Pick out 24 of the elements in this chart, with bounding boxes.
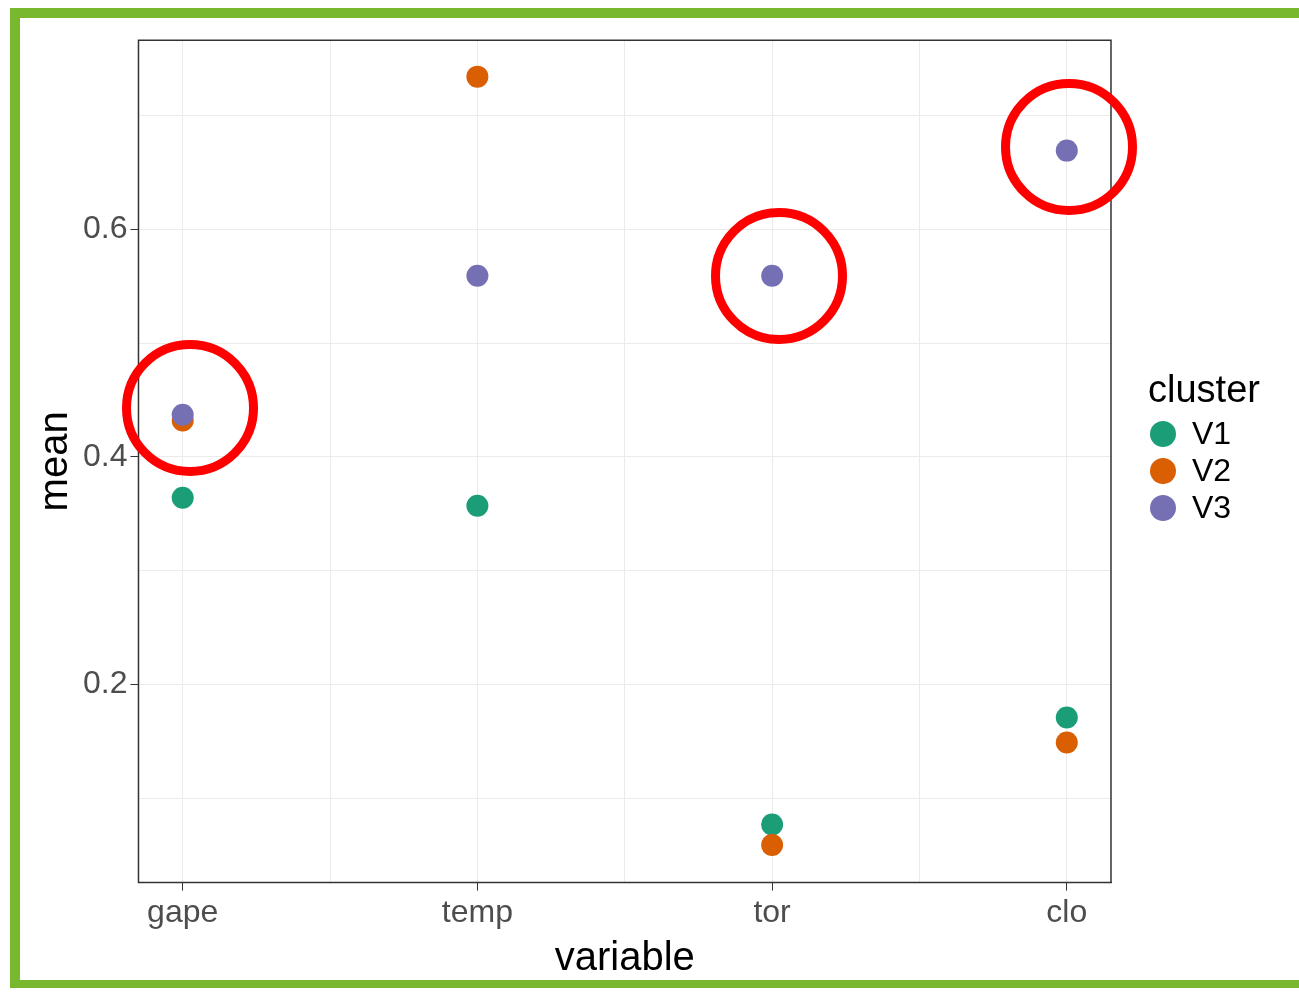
point [466,65,489,88]
point [761,813,784,836]
point [171,486,194,509]
legend-label: V3 [1192,489,1232,526]
x-tick-label: clo [1046,892,1088,929]
point [761,264,784,287]
point [761,834,784,857]
legend-label: V1 [1192,415,1232,452]
point [466,264,489,287]
y-tick-label: 0.4 [83,436,128,473]
x-tick-label: tor [753,892,792,929]
point [1055,139,1078,162]
x-tick-label: temp [441,892,513,929]
y-axis-title: mean [31,411,76,512]
point [1055,706,1078,729]
x-axis-title: variable [554,934,695,979]
x-tick-label: gape [147,892,219,929]
point [1055,731,1078,754]
point [171,403,194,426]
point [466,494,489,517]
legend-title: cluster [1148,368,1260,411]
y-tick-label: 0.2 [83,664,128,701]
legend-label: V2 [1192,452,1232,489]
y-tick-label: 0.6 [83,209,128,245]
